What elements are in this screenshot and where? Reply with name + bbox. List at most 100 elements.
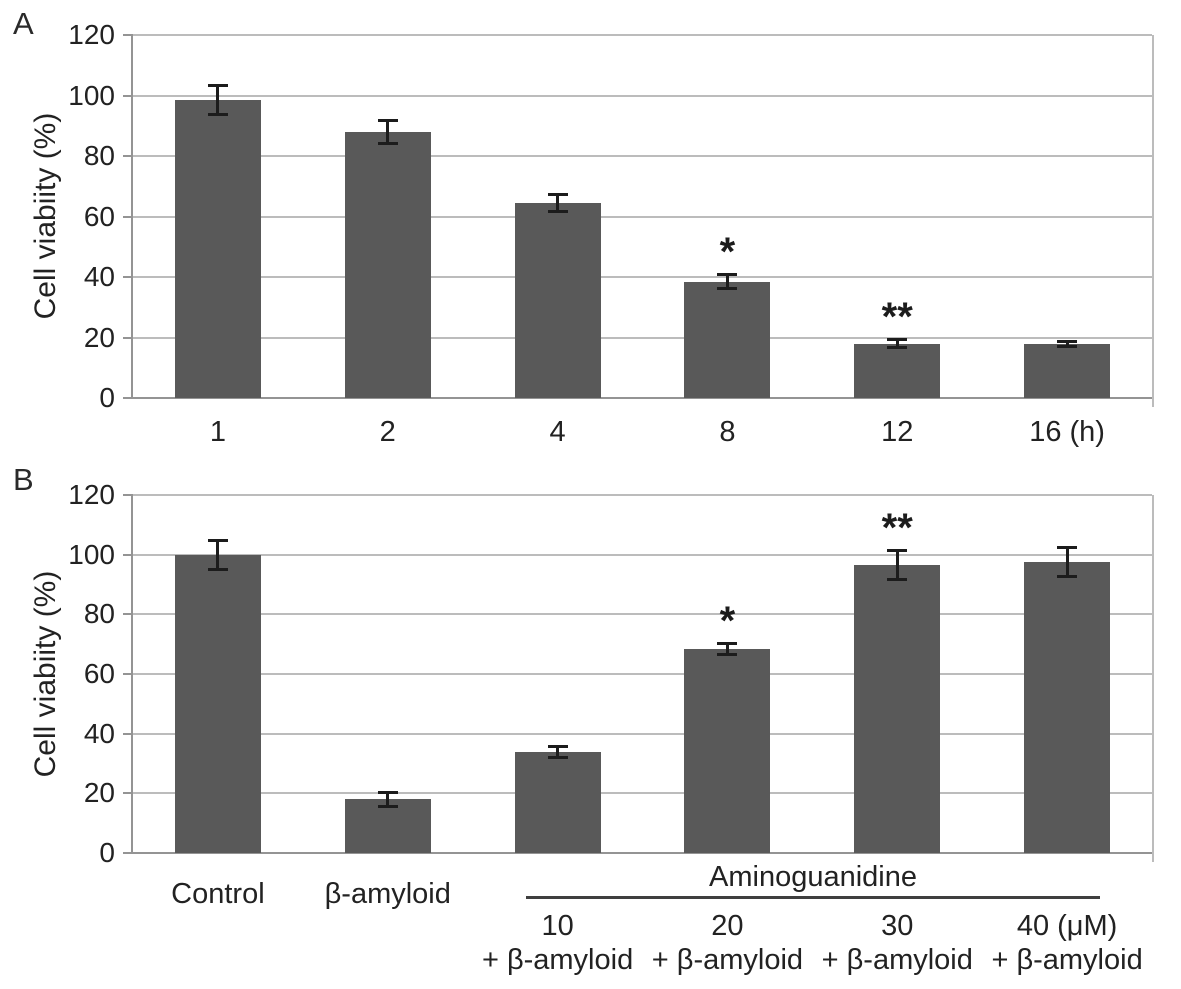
y-axis-tick bbox=[123, 34, 133, 36]
bar bbox=[514, 751, 601, 853]
y-axis-tick bbox=[123, 494, 133, 496]
error-bar-cap-bottom bbox=[547, 209, 568, 213]
bar bbox=[684, 648, 771, 853]
bar bbox=[1024, 562, 1111, 853]
grid-line bbox=[133, 553, 1152, 556]
error-bar-line bbox=[725, 642, 729, 655]
error-bar-line bbox=[556, 193, 560, 212]
error-bar-line bbox=[386, 791, 390, 807]
y-tick-label: 0 bbox=[99, 382, 115, 413]
error-bar-cap-bottom bbox=[887, 346, 908, 350]
bar bbox=[1024, 343, 1111, 398]
error-bar-line bbox=[386, 119, 390, 144]
error-bar-cap-bottom bbox=[717, 652, 738, 656]
significance-star: * bbox=[719, 229, 736, 274]
x-category-label: 40 (μM) bbox=[1016, 910, 1118, 942]
error-bar-cap-top bbox=[717, 272, 738, 276]
plot-right-border bbox=[1152, 495, 1154, 862]
y-axis-tick bbox=[123, 673, 133, 675]
y-tick-label: 40 bbox=[83, 717, 115, 749]
y-tick-label: 80 bbox=[83, 140, 115, 171]
error-bar-cap-bottom bbox=[887, 578, 908, 582]
x-category-sublabel: + β-amyloid bbox=[991, 944, 1143, 976]
group-header-label: Aminoguanidine bbox=[709, 861, 917, 893]
grid-line bbox=[133, 276, 1152, 278]
error-bar-cap-top bbox=[207, 538, 228, 542]
error-bar-cap-top bbox=[547, 192, 568, 196]
bar bbox=[174, 100, 261, 398]
x-category-label: Control bbox=[171, 878, 265, 910]
y-tick-label: 120 bbox=[68, 479, 115, 510]
significance-star: * bbox=[719, 598, 736, 643]
bar bbox=[514, 202, 601, 398]
y-axis-tick bbox=[123, 732, 133, 735]
grid-line bbox=[133, 613, 1152, 616]
bar bbox=[684, 281, 771, 398]
error-bar-line bbox=[216, 539, 220, 570]
error-bar-cap-bottom bbox=[377, 141, 398, 145]
grid-line bbox=[133, 336, 1152, 339]
x-category-sublabel: + β-amyloid bbox=[651, 944, 804, 976]
x-category-label: 12 bbox=[881, 416, 914, 448]
error-bar-line bbox=[216, 84, 220, 116]
group-header-line bbox=[526, 896, 1100, 899]
error-bar-cap-bottom bbox=[1057, 575, 1078, 579]
grid-line bbox=[133, 732, 1152, 735]
error-bar-cap-top bbox=[1057, 546, 1078, 550]
y-tick-label: 20 bbox=[83, 321, 115, 353]
y-tick-label: 0 bbox=[99, 837, 115, 868]
error-bar-cap-bottom bbox=[717, 287, 738, 291]
error-bar-cap-bottom bbox=[547, 755, 568, 759]
error-bar-line bbox=[895, 339, 899, 349]
x-category-label: 16 (h) bbox=[1029, 416, 1105, 448]
y-tick-label: 60 bbox=[83, 658, 115, 689]
error-bar-cap-top bbox=[887, 549, 908, 553]
y-axis-tick bbox=[123, 792, 133, 795]
grid-line bbox=[133, 94, 1152, 97]
grid-line bbox=[133, 792, 1152, 795]
grid-line bbox=[133, 155, 1152, 157]
y-axis-line bbox=[131, 35, 133, 398]
error-bar-cap-top bbox=[887, 338, 908, 341]
error-bar-cap-top bbox=[717, 641, 738, 645]
bar bbox=[344, 799, 431, 853]
significance-star: ** bbox=[881, 506, 913, 551]
grid-line bbox=[133, 494, 1152, 496]
x-category-sublabel: + β-amyloid bbox=[481, 944, 634, 976]
y-tick-label: 100 bbox=[68, 79, 115, 111]
y-axis-tick bbox=[123, 276, 133, 278]
panel-b-letter: B bbox=[13, 462, 34, 497]
x-category-label: 20 bbox=[711, 910, 744, 942]
error-bar-cap-top bbox=[547, 744, 568, 748]
y-tick-label: 60 bbox=[83, 200, 115, 232]
significance-star: ** bbox=[881, 295, 913, 339]
y-axis-tick bbox=[123, 852, 133, 854]
bar bbox=[174, 554, 261, 853]
grid-line bbox=[133, 34, 1152, 36]
error-bar-line bbox=[895, 550, 899, 581]
plot-right-border bbox=[1152, 35, 1154, 407]
x-category-label: 1 bbox=[209, 416, 226, 448]
y-axis-tick bbox=[123, 613, 133, 616]
x-category-label: β-amyloid bbox=[324, 878, 451, 910]
error-bar-cap-top bbox=[377, 790, 398, 794]
x-axis-line bbox=[131, 397, 1154, 399]
y-axis-tick bbox=[123, 336, 133, 339]
y-axis-tick bbox=[123, 553, 133, 556]
panel-a-letter: A bbox=[13, 6, 34, 41]
error-bar-line bbox=[725, 273, 729, 290]
grid-line bbox=[133, 673, 1152, 675]
error-bar-line bbox=[1065, 547, 1069, 578]
error-bar-cap-bottom bbox=[207, 113, 228, 117]
y-tick-label: 40 bbox=[83, 261, 115, 292]
x-category-label: 10 bbox=[541, 910, 574, 942]
x-category-label: 2 bbox=[379, 416, 396, 448]
y-axis-tick bbox=[123, 397, 133, 399]
y-axis-line bbox=[131, 495, 133, 853]
y-tick-label: 120 bbox=[68, 19, 115, 50]
error-bar-cap-bottom bbox=[207, 567, 228, 571]
bar bbox=[344, 131, 431, 398]
error-bar-cap-top bbox=[377, 118, 398, 122]
error-bar-cap-top bbox=[207, 83, 228, 87]
